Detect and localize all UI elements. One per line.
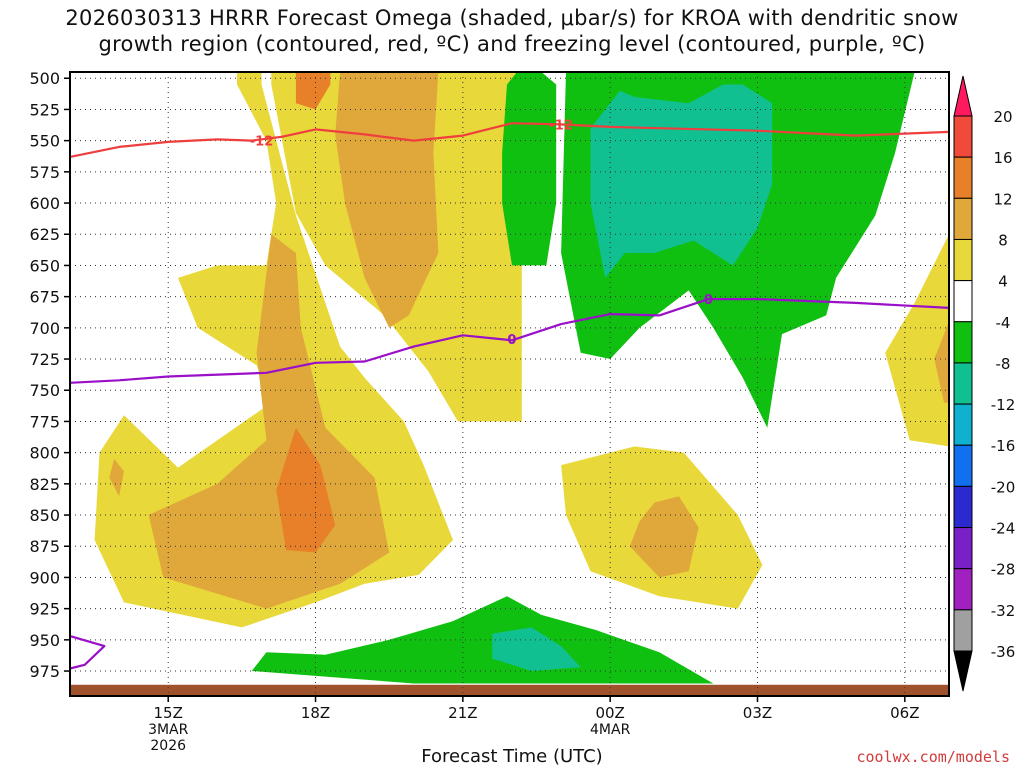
x-tick-label-21Z: 21Z bbox=[448, 704, 477, 722]
colorbar-bin-10 bbox=[953, 527, 973, 570]
colorbar-bin-2 bbox=[953, 197, 973, 240]
y-tick-label-775: 775 bbox=[29, 412, 60, 431]
x-axis-label: Forecast Time (UTC) bbox=[421, 746, 603, 767]
omega-region-descent-core-low bbox=[492, 627, 581, 671]
y-tick-label-825: 825 bbox=[29, 475, 60, 494]
plot-frame bbox=[69, 71, 950, 697]
chart-title-line2: growth region (contoured, red, ºC) and f… bbox=[98, 32, 926, 56]
omega-region-ascent-core-right-edge bbox=[934, 321, 949, 403]
colorbar-label-4: 4 bbox=[998, 273, 1008, 291]
y-tick-label-925: 925 bbox=[29, 600, 60, 619]
colorbar-label-8: 8 bbox=[998, 231, 1008, 249]
colorbar-bin-12 bbox=[953, 609, 973, 652]
colorbar-bin-6 bbox=[953, 362, 973, 405]
y-tick-label-750: 750 bbox=[29, 381, 60, 400]
colorbar-bin-4 bbox=[953, 280, 973, 323]
colorbar-bottom-arrow bbox=[953, 650, 973, 692]
colorbar-label-12: 12 bbox=[993, 190, 1012, 208]
y-tick-label-700: 700 bbox=[29, 319, 60, 338]
omega-region-ascent-max-upper bbox=[295, 72, 331, 110]
y-tick-label-900: 900 bbox=[29, 568, 60, 587]
omega-region-ascent-max-lower bbox=[276, 427, 336, 553]
y-tick-label-575: 575 bbox=[29, 163, 60, 182]
y-tick-label-850: 850 bbox=[29, 506, 60, 525]
y-tick-label-525: 525 bbox=[29, 100, 60, 119]
y-tick-label-675: 675 bbox=[29, 288, 60, 307]
colorbar-bin-8 bbox=[953, 444, 973, 487]
omega-region-ascent-core-upper bbox=[335, 72, 439, 328]
colorbar-bin-7 bbox=[953, 403, 973, 446]
grid-lines bbox=[70, 72, 949, 696]
omega-region-ascent-core-right bbox=[629, 496, 699, 578]
omega-region-ascent-pocket-left bbox=[109, 458, 124, 497]
colorbar-bin-9 bbox=[953, 485, 973, 529]
omega-colorbar: 20 16 12 8 4 -4 -8 -12 -16 -20 -24 -28 -32 -36 bbox=[953, 75, 1016, 692]
colorbar-label--12: -12 bbox=[991, 396, 1016, 414]
pressure-axis: 500 525 550 575 600 625 650 675 700 725 750 775 800 8… bbox=[29, 69, 70, 681]
x-tick-date-15Z: 3MAR bbox=[148, 722, 189, 738]
colorbar-label-16: 16 bbox=[993, 149, 1012, 167]
colorbar-label--36: -36 bbox=[991, 643, 1016, 661]
y-tick-label-625: 625 bbox=[29, 225, 60, 244]
x-tick-label-00Z: 00Z bbox=[595, 704, 624, 722]
colorbar-bin-11 bbox=[953, 568, 973, 611]
freezing-label-right: 0 bbox=[704, 293, 713, 308]
source-credit[interactable]: coolwx.com/models bbox=[856, 748, 1010, 766]
temperature-contours: -12 -12 0 0 bbox=[69, 118, 950, 670]
ground-terrain bbox=[70, 684, 949, 696]
x-tick-label-06Z: 06Z bbox=[890, 704, 919, 722]
freezing-level-low-contour bbox=[69, 635, 106, 670]
colorbar-bin-0 bbox=[953, 115, 973, 158]
x-tick-date-00Z: 4MAR bbox=[590, 722, 631, 738]
omega-shading bbox=[94, 72, 949, 684]
colorbar-label-20: 20 bbox=[993, 108, 1012, 126]
omega-region-descent-column-left bbox=[502, 72, 557, 266]
y-tick-label-875: 875 bbox=[29, 537, 60, 556]
x-tick-label-03Z: 03Z bbox=[743, 704, 772, 722]
freezing-label-left: 0 bbox=[507, 333, 516, 348]
y-tick-label-500: 500 bbox=[29, 69, 60, 88]
colorbar-label--28: -28 bbox=[991, 561, 1016, 579]
y-tick-label-975: 975 bbox=[29, 662, 60, 681]
y-tick-label-550: 550 bbox=[29, 132, 60, 151]
y-tick-label-950: 950 bbox=[29, 631, 60, 650]
omega-region-ascent-right-edge bbox=[885, 234, 949, 447]
colorbar-top-arrow bbox=[953, 75, 973, 117]
y-tick-label-600: 600 bbox=[29, 194, 60, 213]
colorbar-bin-5 bbox=[953, 321, 973, 364]
dendritic-label-left: -12 bbox=[250, 135, 274, 150]
colorbar-bin-3 bbox=[953, 238, 973, 282]
colorbar-label--16: -16 bbox=[991, 437, 1016, 455]
colorbar-label--32: -32 bbox=[991, 602, 1016, 620]
x-tick-label-15Z: 15Z bbox=[154, 704, 183, 722]
dendritic-label-right: -12 bbox=[549, 118, 573, 133]
y-tick-label-725: 725 bbox=[29, 350, 60, 369]
x-tick-label-18Z: 18Z bbox=[301, 704, 330, 722]
colorbar-label--8: -8 bbox=[996, 355, 1011, 373]
colorbar-bin-1 bbox=[953, 156, 973, 199]
colorbar-label--4: -4 bbox=[996, 314, 1011, 332]
dendritic-minus12-contour bbox=[69, 122, 950, 158]
omega-region-descent-low-band bbox=[251, 596, 714, 684]
freezing-level-contour bbox=[69, 298, 950, 384]
y-tick-label-800: 800 bbox=[29, 444, 60, 463]
y-tick-label-650: 650 bbox=[29, 256, 60, 275]
colorbar-label--20: -20 bbox=[991, 478, 1016, 496]
chart-title-line1: 2026030313 HRRR Forecast Omega (shaded, … bbox=[65, 6, 959, 30]
colorbar-label--24: -24 bbox=[991, 520, 1016, 538]
omega-region-descent-core-upper bbox=[590, 84, 773, 278]
x-tick-year-15Z: 2026 bbox=[150, 738, 186, 754]
